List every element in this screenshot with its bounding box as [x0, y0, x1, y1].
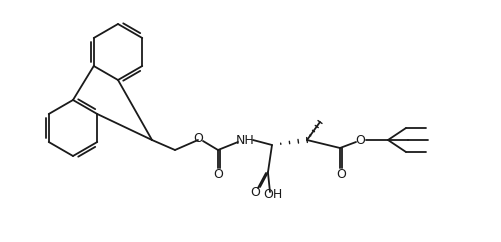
Text: O: O: [335, 168, 345, 182]
Text: NH: NH: [235, 134, 254, 146]
Text: OH: OH: [263, 188, 282, 201]
Text: O: O: [249, 186, 260, 198]
Text: O: O: [193, 133, 202, 145]
Text: O: O: [354, 134, 364, 146]
Text: O: O: [212, 167, 222, 181]
